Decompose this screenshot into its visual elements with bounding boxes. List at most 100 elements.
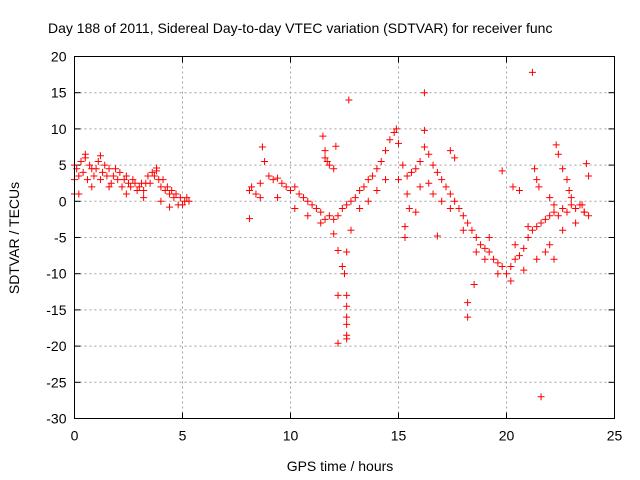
data-point <box>494 259 502 267</box>
data-point <box>321 215 329 223</box>
data-point <box>92 165 100 173</box>
y-tick-label: -10 <box>46 266 66 282</box>
data-point <box>81 150 89 158</box>
data-point <box>347 226 355 234</box>
data-point <box>416 183 424 191</box>
data-point <box>399 161 407 169</box>
data-point <box>77 157 85 165</box>
data-point <box>129 176 137 184</box>
y-tick-label: -30 <box>46 411 66 427</box>
x-tick-label: 25 <box>607 428 623 444</box>
data-point <box>364 176 372 184</box>
data-point <box>438 176 446 184</box>
data-point <box>332 142 340 150</box>
data-point <box>511 255 519 263</box>
data-point <box>146 179 154 187</box>
data-point <box>334 247 342 255</box>
data-point <box>278 179 286 187</box>
data-point <box>537 219 545 227</box>
data-point <box>585 212 593 220</box>
data-point <box>105 183 113 191</box>
data-point <box>401 223 409 231</box>
data-point <box>183 194 191 202</box>
data-point <box>176 194 184 202</box>
data-point <box>405 205 413 213</box>
data-point <box>261 157 269 165</box>
data-point <box>528 68 536 76</box>
data-point <box>392 125 400 133</box>
x-tick-label: 15 <box>391 428 407 444</box>
data-point <box>509 183 517 191</box>
data-point <box>83 176 91 184</box>
data-point <box>550 208 558 216</box>
data-point <box>485 248 493 256</box>
data-point <box>338 262 346 270</box>
data-point <box>140 194 148 202</box>
data-point <box>161 186 169 194</box>
data-point <box>407 168 415 176</box>
data-point <box>472 234 480 241</box>
data-point <box>341 270 348 278</box>
data-point <box>507 262 515 270</box>
data-point <box>334 212 342 220</box>
series-outliers <box>71 68 593 401</box>
data-point <box>438 197 446 205</box>
data-point <box>455 205 463 213</box>
data-point <box>420 143 428 151</box>
data-point <box>459 226 467 234</box>
data-point <box>546 194 554 202</box>
data-point <box>485 234 493 241</box>
data-point <box>498 167 506 175</box>
data-point <box>291 183 299 191</box>
data-point <box>472 248 480 256</box>
series-main-band <box>71 129 593 285</box>
data-point <box>425 179 433 187</box>
x-axis-title: GPS time / hours <box>287 458 394 474</box>
data-point <box>116 168 124 176</box>
data-point <box>168 186 176 194</box>
data-point <box>541 248 549 256</box>
data-point <box>325 212 333 220</box>
x-tick-label: 0 <box>71 428 79 444</box>
data-point <box>120 176 128 184</box>
data-point <box>515 186 523 194</box>
data-point <box>559 165 567 173</box>
data-point <box>107 179 115 187</box>
data-point <box>140 186 148 194</box>
data-point <box>464 219 472 227</box>
data-point <box>481 244 489 252</box>
y-tick-label: 20 <box>51 49 67 65</box>
data-point <box>416 157 424 165</box>
data-point <box>343 248 351 256</box>
data-point <box>373 186 381 194</box>
data-point <box>343 320 351 328</box>
data-point <box>343 291 351 299</box>
y-tick-label: 0 <box>59 193 67 209</box>
data-point <box>451 154 459 162</box>
data-point <box>507 277 515 285</box>
data-point <box>245 186 253 194</box>
data-point <box>122 172 130 180</box>
data-point <box>446 147 454 155</box>
data-point <box>459 212 467 220</box>
data-point <box>351 194 359 202</box>
data-point <box>550 201 558 209</box>
data-point <box>75 172 83 180</box>
data-point <box>412 208 420 216</box>
data-point <box>166 203 174 211</box>
data-point <box>356 205 364 213</box>
data-point <box>319 132 327 140</box>
data-point <box>265 172 273 180</box>
data-point <box>90 172 98 180</box>
data-point <box>524 234 532 241</box>
data-point <box>382 147 390 155</box>
y-axis-title: SDTVAR / TECUs <box>6 182 22 294</box>
data-point <box>420 89 428 97</box>
data-point <box>317 208 325 216</box>
data-point <box>498 262 506 270</box>
data-point <box>572 205 580 213</box>
data-point <box>323 157 331 165</box>
data-point <box>334 339 342 347</box>
data-point <box>565 186 573 194</box>
data-point <box>481 255 489 263</box>
